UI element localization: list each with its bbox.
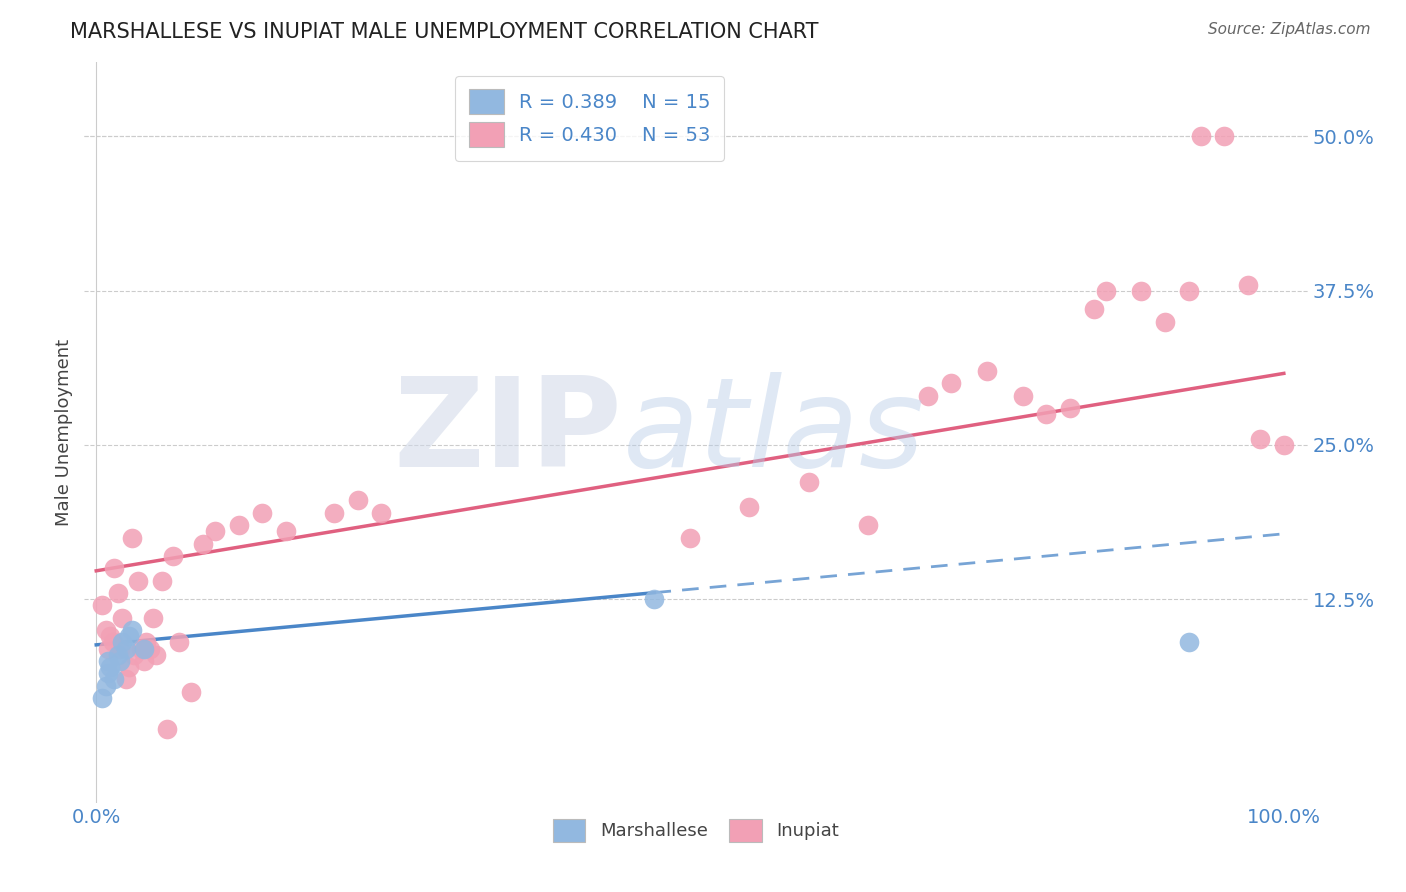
Point bbox=[797, 475, 820, 489]
Point bbox=[1213, 129, 1236, 144]
Point bbox=[150, 574, 173, 588]
Point bbox=[138, 641, 160, 656]
Point bbox=[100, 660, 122, 674]
Point bbox=[1189, 129, 1212, 144]
Point bbox=[156, 722, 179, 736]
Point bbox=[97, 654, 120, 668]
Point bbox=[121, 623, 143, 637]
Point bbox=[121, 531, 143, 545]
Point bbox=[132, 654, 155, 668]
Point bbox=[643, 592, 665, 607]
Point bbox=[111, 635, 134, 649]
Point bbox=[94, 623, 117, 637]
Point bbox=[1130, 284, 1153, 298]
Point bbox=[191, 536, 214, 550]
Point bbox=[204, 524, 226, 539]
Point bbox=[103, 561, 125, 575]
Point bbox=[115, 641, 138, 656]
Point bbox=[180, 685, 202, 699]
Point bbox=[162, 549, 184, 563]
Point bbox=[679, 531, 702, 545]
Legend: Marshallese, Inupiat: Marshallese, Inupiat bbox=[546, 812, 846, 849]
Point bbox=[131, 641, 153, 656]
Text: Source: ZipAtlas.com: Source: ZipAtlas.com bbox=[1208, 22, 1371, 37]
Point bbox=[169, 635, 191, 649]
Point bbox=[118, 660, 141, 674]
Point bbox=[91, 690, 114, 705]
Point bbox=[107, 648, 129, 662]
Point bbox=[1178, 284, 1201, 298]
Point bbox=[108, 641, 131, 656]
Point bbox=[917, 389, 939, 403]
Point bbox=[135, 635, 157, 649]
Point bbox=[103, 673, 125, 687]
Point bbox=[127, 574, 149, 588]
Point bbox=[101, 635, 124, 649]
Point bbox=[1154, 315, 1177, 329]
Text: MARSHALLESE VS INUPIAT MALE UNEMPLOYMENT CORRELATION CHART: MARSHALLESE VS INUPIAT MALE UNEMPLOYMENT… bbox=[70, 22, 818, 42]
Point bbox=[1035, 407, 1057, 421]
Point bbox=[107, 586, 129, 600]
Point bbox=[115, 673, 138, 687]
Point bbox=[1237, 277, 1260, 292]
Point bbox=[94, 679, 117, 693]
Point bbox=[1011, 389, 1033, 403]
Point bbox=[1178, 635, 1201, 649]
Point bbox=[322, 506, 344, 520]
Point bbox=[108, 654, 131, 668]
Point bbox=[370, 506, 392, 520]
Point bbox=[276, 524, 298, 539]
Text: ZIP: ZIP bbox=[394, 372, 623, 493]
Point bbox=[856, 518, 879, 533]
Point bbox=[976, 364, 998, 378]
Point bbox=[91, 599, 114, 613]
Point bbox=[1059, 401, 1081, 415]
Text: atlas: atlas bbox=[623, 372, 925, 493]
Point bbox=[118, 629, 141, 643]
Point bbox=[1249, 432, 1271, 446]
Point bbox=[97, 641, 120, 656]
Point bbox=[941, 376, 963, 391]
Y-axis label: Male Unemployment: Male Unemployment bbox=[55, 339, 73, 526]
Point bbox=[228, 518, 250, 533]
Point bbox=[132, 641, 155, 656]
Point bbox=[97, 666, 120, 681]
Point bbox=[100, 629, 122, 643]
Point bbox=[145, 648, 167, 662]
Point bbox=[252, 506, 274, 520]
Point bbox=[111, 611, 134, 625]
Point bbox=[738, 500, 761, 514]
Point bbox=[1094, 284, 1116, 298]
Point bbox=[122, 648, 145, 662]
Point bbox=[346, 493, 368, 508]
Point bbox=[1083, 302, 1105, 317]
Point bbox=[142, 611, 165, 625]
Point bbox=[1272, 438, 1295, 452]
